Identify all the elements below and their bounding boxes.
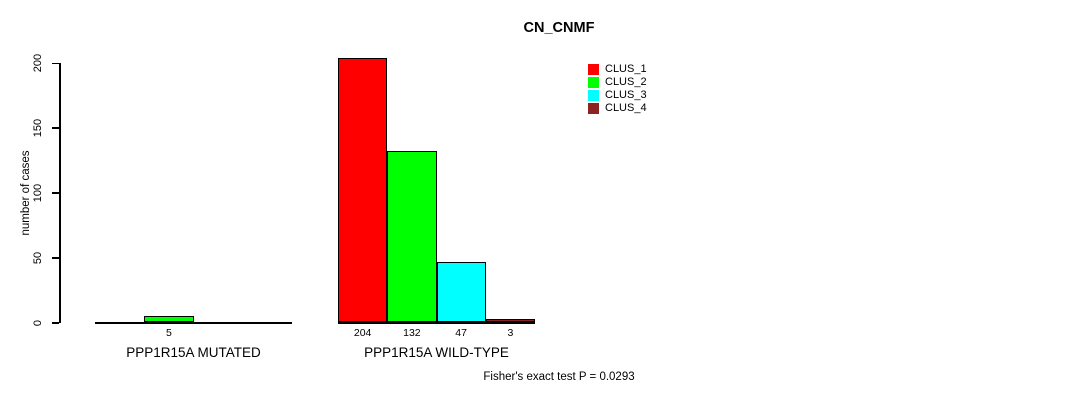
y-axis-tick-label: 100	[32, 183, 44, 202]
y-axis-tick	[52, 257, 59, 259]
legend-item: CLUS_1	[588, 63, 647, 76]
legend-item: CLUS_2	[588, 76, 647, 89]
y-axis-tick	[52, 62, 59, 64]
y-axis-tick	[52, 127, 59, 129]
legend-label: CLUS_4	[605, 102, 647, 114]
y-axis-tick	[52, 322, 59, 324]
legend-swatch-clus_1-icon	[588, 64, 599, 75]
legend-item: CLUS_4	[588, 102, 647, 115]
legend-label: CLUS_1	[605, 63, 647, 75]
y-axis-tick-label: 50	[32, 251, 44, 264]
y-axis-line	[59, 63, 61, 323]
bar-clus_2-0	[144, 316, 194, 323]
legend-item: CLUS_3	[588, 89, 647, 102]
group-baseline	[95, 322, 292, 324]
legend-label: CLUS_2	[605, 76, 647, 88]
y-axis-tick-label: 150	[32, 118, 44, 138]
bar-value-label: 132	[403, 327, 421, 339]
legend-swatch-clus_4-icon	[588, 103, 599, 114]
legend-swatch-clus_3-icon	[588, 90, 599, 101]
bar-value-label: 3	[507, 327, 514, 339]
bar-clus_2-1	[387, 151, 437, 323]
bar-value-label: 47	[455, 327, 467, 339]
y-axis-tick	[52, 192, 59, 194]
legend-swatch-clus_2-icon	[588, 77, 599, 88]
bar-clus_4-1	[485, 318, 535, 323]
bar-clus_1-1	[338, 57, 388, 323]
group-label: PPP1R15A WILD-TYPE	[364, 345, 509, 360]
group-label: PPP1R15A MUTATED	[126, 345, 261, 360]
bar-value-label: 5	[165, 327, 172, 339]
y-axis-tick-label: 200	[32, 53, 44, 73]
group-baseline	[338, 322, 535, 324]
bar-value-label: 204	[353, 327, 372, 339]
bar-clus_3-1	[436, 261, 486, 323]
chart-title: CN_CNMF	[523, 20, 595, 36]
legend: CLUS_1 CLUS_2 CLUS_3 CLUS_4	[588, 63, 647, 115]
y-axis-tick-label: 0	[32, 319, 44, 326]
legend-label: CLUS_3	[605, 89, 647, 101]
footnote: Fisher's exact test P = 0.0293	[483, 371, 635, 383]
